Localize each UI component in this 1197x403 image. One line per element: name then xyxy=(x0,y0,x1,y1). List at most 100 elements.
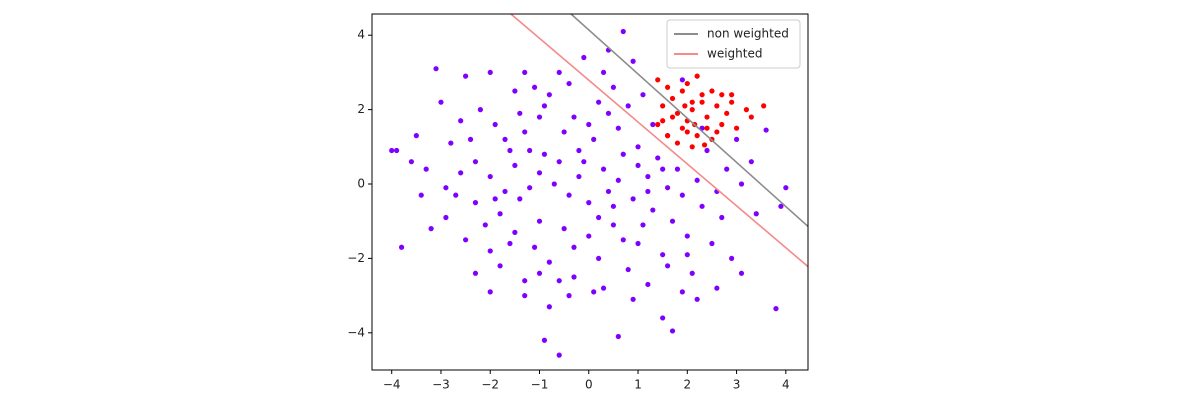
scatter-point xyxy=(694,133,700,139)
scatter-point xyxy=(561,129,567,135)
scatter-point xyxy=(610,222,617,228)
scatter-point xyxy=(660,118,666,124)
scatter-point xyxy=(467,136,474,142)
x-tick-label: −2 xyxy=(481,378,499,392)
scatter-point xyxy=(477,107,483,113)
scatter-point xyxy=(719,92,725,98)
scatter-point xyxy=(761,103,767,109)
scatter-point xyxy=(536,170,543,176)
scatter-point xyxy=(512,162,518,169)
scatter-point xyxy=(536,218,543,224)
x-tick-label: −1 xyxy=(531,378,549,392)
scatter-point xyxy=(664,185,671,191)
legend-label: weighted xyxy=(707,47,762,61)
scatter-point xyxy=(709,240,715,247)
scatter-point xyxy=(556,278,562,284)
scatter-point xyxy=(596,99,602,105)
scatter-point xyxy=(492,196,498,202)
scatter-point xyxy=(433,66,439,72)
scatter-point xyxy=(699,203,705,209)
scatter-point xyxy=(729,99,735,105)
scatter-point xyxy=(689,144,695,150)
scatter-point xyxy=(660,252,666,258)
scatter-point xyxy=(701,142,708,148)
scatter-point xyxy=(531,244,538,250)
scatter-point xyxy=(423,166,429,172)
scatter-point xyxy=(645,281,651,288)
scatter-point xyxy=(556,352,562,358)
scatter-point xyxy=(689,270,695,276)
scatter-point xyxy=(487,248,493,254)
scatter-point xyxy=(546,259,552,265)
scatter-point xyxy=(458,118,464,124)
scatter-point xyxy=(492,121,498,128)
scatter-point xyxy=(694,73,700,79)
scatter-point xyxy=(719,121,725,128)
scatter-point xyxy=(531,84,538,90)
scatter-point xyxy=(576,173,582,180)
scatter-point xyxy=(586,121,592,128)
scatter-point xyxy=(394,147,400,154)
scatter-point xyxy=(674,166,681,172)
scatter-point xyxy=(694,296,700,302)
marks-layer xyxy=(389,14,808,358)
x-tick-label: 2 xyxy=(683,378,691,392)
scatter-point xyxy=(664,263,671,269)
scatter-point xyxy=(561,226,567,232)
scatter-point xyxy=(620,28,626,35)
scatter-point xyxy=(458,170,464,176)
scatter-point xyxy=(630,58,636,64)
scatter-point xyxy=(463,237,469,243)
scatter-point xyxy=(640,222,646,228)
scatter-point xyxy=(694,177,700,183)
scatter-point xyxy=(605,110,612,116)
scatter-point xyxy=(556,159,562,165)
scatter-point xyxy=(630,296,636,302)
scatter-point xyxy=(472,270,479,276)
scatter-point xyxy=(546,304,552,310)
scatter-point xyxy=(482,222,488,228)
scatter-point xyxy=(733,136,740,142)
scatter-point xyxy=(753,211,759,217)
x-tick-label: 3 xyxy=(733,378,741,392)
scatter-point xyxy=(586,233,592,239)
scatter-point xyxy=(591,289,597,295)
legend-label: non weighted xyxy=(707,27,789,41)
scatter-point xyxy=(738,181,745,187)
fit-line xyxy=(570,14,808,228)
legend-box xyxy=(666,19,801,69)
scatter-point xyxy=(600,69,607,76)
scatter-point xyxy=(551,181,557,187)
scatter-point xyxy=(605,188,612,195)
scatter-point xyxy=(743,107,750,113)
scatter-point xyxy=(507,147,513,154)
scatter-point xyxy=(438,99,444,105)
scatter-point xyxy=(610,84,617,90)
scatter-point xyxy=(729,255,735,262)
scatter-point xyxy=(640,92,646,98)
scatter-point xyxy=(408,159,415,165)
scatter-point xyxy=(660,103,666,109)
scatter-point xyxy=(591,136,597,142)
scatter-point xyxy=(428,226,434,232)
scatter-point xyxy=(719,214,725,221)
scatter-point xyxy=(566,80,572,87)
scatter-point xyxy=(729,92,735,98)
scatter-point xyxy=(527,185,533,191)
scatter-point xyxy=(566,192,572,198)
scatter-point xyxy=(635,162,641,169)
scatter-point xyxy=(536,270,543,276)
scatter-point xyxy=(581,54,587,61)
scatter-point xyxy=(512,88,518,94)
scatter-point xyxy=(541,337,548,343)
scatter-point xyxy=(783,185,789,191)
scatter-point xyxy=(502,188,508,195)
scatter-point xyxy=(512,229,518,235)
scatter-point xyxy=(724,110,730,116)
scatter-point xyxy=(566,293,572,299)
scatter-point xyxy=(487,289,493,295)
x-tick-label: 0 xyxy=(585,378,593,392)
scatter-point xyxy=(679,88,685,94)
scatter-point xyxy=(689,107,695,113)
